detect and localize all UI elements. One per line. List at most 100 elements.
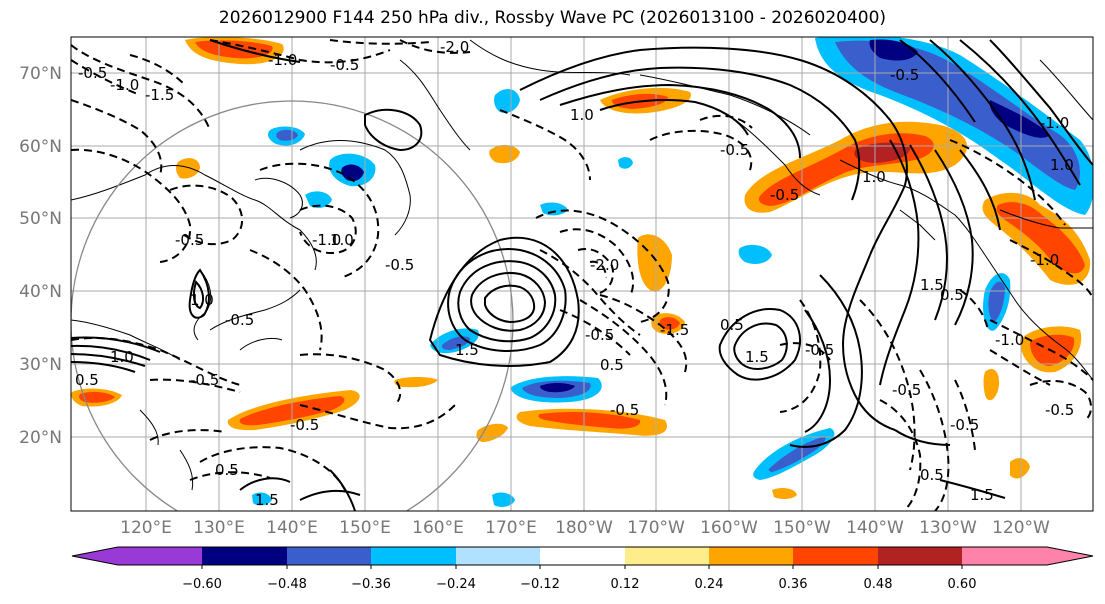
contour-label: -1.0 bbox=[1040, 114, 1069, 132]
contour-label: -0.5 bbox=[950, 416, 979, 434]
positive-divergence-area bbox=[659, 317, 680, 330]
contour-label: -2.0 bbox=[440, 38, 469, 56]
lon-label: 170°E bbox=[485, 518, 537, 538]
negative-divergence-area bbox=[341, 164, 364, 182]
positive-divergence-area bbox=[195, 40, 273, 59]
lat-label: 70°N bbox=[19, 64, 62, 84]
negative-divergence-area bbox=[618, 157, 633, 169]
contour-label: -0.5 bbox=[175, 231, 204, 249]
colorbar-segment bbox=[962, 547, 1093, 565]
contour-label: 1.5 bbox=[455, 341, 479, 359]
negative-divergence-area bbox=[989, 100, 1050, 138]
contour-label: 1.5 bbox=[920, 276, 944, 294]
contour-label: -1.0 bbox=[312, 231, 341, 249]
contour-label: -0.5 bbox=[78, 64, 107, 82]
contour-label: -1.0 bbox=[1030, 251, 1059, 269]
contour-label: -0.5 bbox=[190, 371, 219, 389]
contour-label: 1.0 bbox=[570, 106, 594, 124]
lon-label: 170°W bbox=[627, 518, 685, 538]
colorbar-tick-label: 0.36 bbox=[779, 577, 808, 592]
contour-label: -0.5 bbox=[585, 326, 614, 344]
lat-label: 40°N bbox=[19, 282, 62, 302]
contour-label: 1.0 bbox=[862, 168, 886, 186]
contour-label: 1.0 bbox=[330, 231, 354, 249]
map-background bbox=[71, 37, 1093, 511]
contour-label: 0.5 bbox=[75, 371, 99, 389]
contour-label: -1.0 bbox=[995, 331, 1024, 349]
lat-label: 30°N bbox=[19, 355, 62, 375]
contour-label: 1.5 bbox=[255, 491, 279, 509]
negative-divergence-area bbox=[492, 492, 515, 508]
contour-label: 0.5 bbox=[920, 466, 944, 484]
positive-divergence-area bbox=[996, 202, 1085, 274]
contour-label: -1.5 bbox=[660, 321, 689, 339]
colorbar-tick-labels: −0.60 −0.48 −0.36 −0.24 −0.12 0.12 0.24 … bbox=[182, 577, 976, 592]
colorbar-tick-label: 0.12 bbox=[611, 577, 640, 592]
divergence-shading bbox=[71, 37, 1093, 508]
contour-label: 0.5 bbox=[940, 286, 964, 304]
contour-labels: -0.5 -1.0 -1.5 -2.0 -0.5 -1.0 -0.5 -1.0 … bbox=[75, 38, 1074, 509]
contour-label: -0.5 bbox=[225, 311, 254, 329]
positive-divergence-area bbox=[538, 412, 641, 429]
colorbar-segment bbox=[625, 547, 709, 565]
map-frame bbox=[70, 36, 1094, 512]
colorbar-segment bbox=[72, 547, 202, 565]
colorbar-tick-label: −0.36 bbox=[351, 577, 391, 592]
colorbar-tick-label: 0.48 bbox=[864, 577, 893, 592]
contour-label: -0.5 bbox=[330, 56, 359, 74]
colorbar-segment bbox=[287, 547, 371, 565]
contour-label: -1.0 bbox=[110, 76, 139, 94]
negative-divergence-area bbox=[540, 383, 575, 393]
negative-divergence-area bbox=[252, 492, 272, 506]
contour-label: 1.0 bbox=[190, 291, 214, 309]
figure-title: 2026012900 F144 250 hPa div., Rossby Wav… bbox=[218, 8, 887, 28]
negative-contours bbox=[71, 39, 1093, 511]
colorbar-segment bbox=[540, 547, 625, 565]
lon-label: 140°W bbox=[846, 518, 904, 538]
lon-label: 120°W bbox=[992, 518, 1050, 538]
lon-label: 180°W bbox=[555, 518, 613, 538]
contour-label: -0.5 bbox=[610, 401, 639, 419]
negative-divergence-area bbox=[768, 436, 826, 472]
lon-label: 160°W bbox=[700, 518, 758, 538]
negative-divergence-area bbox=[988, 281, 1005, 322]
positive-divergence-area bbox=[772, 487, 797, 500]
colorbar bbox=[71, 546, 1094, 569]
map-area: -0.5 -1.0 -1.5 -2.0 -0.5 -1.0 -0.5 -1.0 … bbox=[71, 37, 1093, 511]
contour-label: -0.5 bbox=[890, 66, 919, 84]
positive-divergence-area bbox=[489, 144, 520, 164]
longitude-labels: 120°E 130°E 140°E 150°E 160°E 170°E 180°… bbox=[120, 518, 1050, 538]
negative-divergence-area bbox=[738, 244, 772, 264]
contour-label: -0.5 bbox=[892, 381, 921, 399]
coastlines bbox=[71, 39, 1093, 491]
lon-label: 150°W bbox=[773, 518, 831, 538]
positive-divergence-area bbox=[1010, 458, 1030, 479]
positive-divergence-area bbox=[79, 391, 115, 403]
colorbar-segment bbox=[709, 547, 793, 565]
colorbar-tick-label: −0.60 bbox=[182, 577, 222, 592]
negative-divergence-area bbox=[835, 40, 1080, 190]
negative-divergence-area bbox=[441, 336, 470, 350]
contour-label: 0.5 bbox=[720, 316, 744, 334]
contour-label: 0.5 bbox=[215, 461, 239, 479]
lat-label: 50°N bbox=[19, 209, 62, 229]
positive-divergence-area bbox=[854, 142, 911, 163]
contour-label: -1.0 bbox=[268, 51, 297, 69]
negative-divergence-area bbox=[305, 191, 332, 208]
contour-label: 1.5 bbox=[970, 486, 994, 504]
negative-divergence-area bbox=[540, 202, 568, 216]
negative-divergence-area bbox=[494, 88, 520, 113]
lon-label: 140°E bbox=[266, 518, 318, 538]
contour-label: 0.5 bbox=[600, 356, 624, 374]
lon-label: 150°E bbox=[339, 518, 391, 538]
contour-label: -1.5 bbox=[145, 86, 174, 104]
colorbar-segment bbox=[793, 547, 878, 565]
contour-label: -0.5 bbox=[290, 416, 319, 434]
lon-label: 120°E bbox=[120, 518, 172, 538]
colorbar-segment bbox=[371, 547, 456, 565]
lat-label: 60°N bbox=[19, 137, 62, 157]
lat-label: 20°N bbox=[19, 428, 62, 448]
contour-label: 1.5 bbox=[745, 348, 769, 366]
contour-label: -0.5 bbox=[1045, 401, 1074, 419]
